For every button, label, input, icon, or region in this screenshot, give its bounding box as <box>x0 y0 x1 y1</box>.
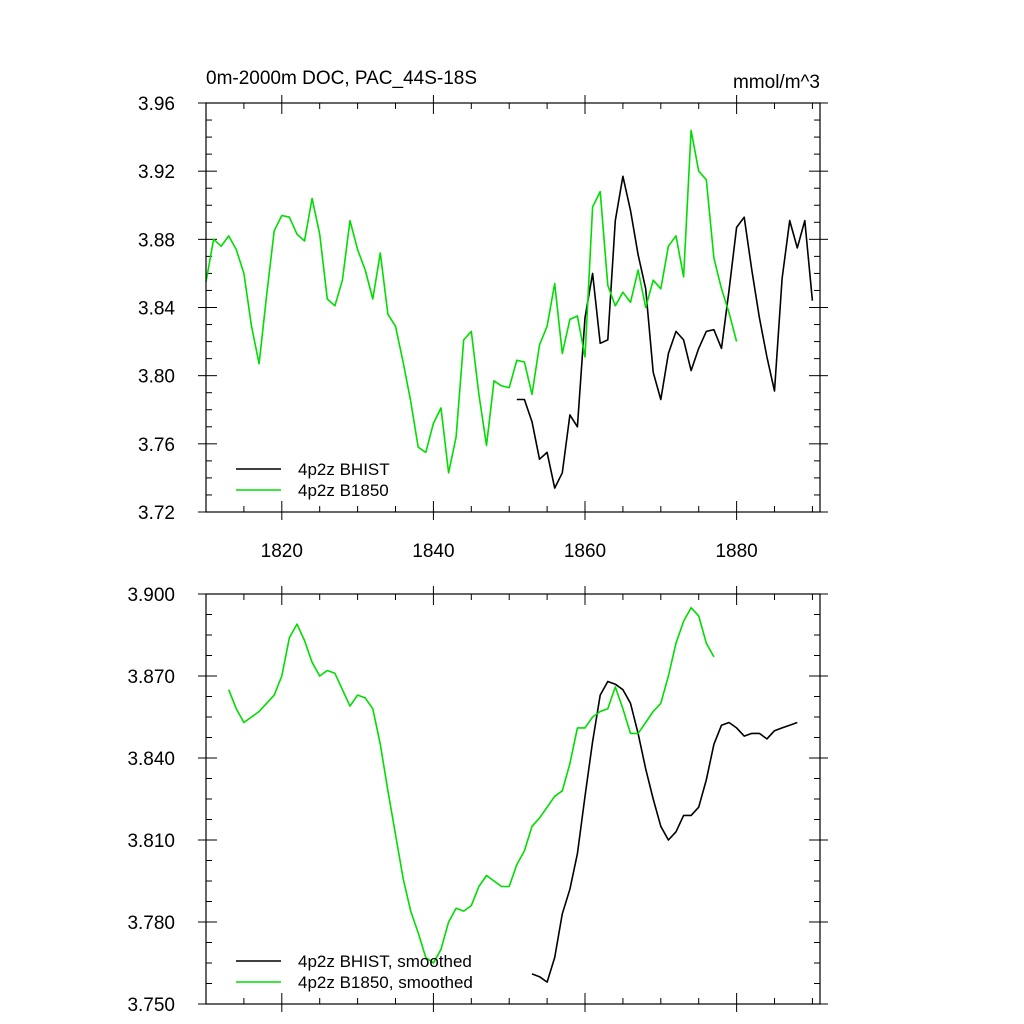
top-series-lines <box>205 129 814 489</box>
series-line-b1850 <box>205 129 738 474</box>
top-legend: 4p2z BHIST 4p2z B1850 <box>236 460 390 500</box>
x-tick-label: 1820 <box>261 541 303 562</box>
y-tick-label: 3.96 <box>138 94 175 115</box>
series-line-bhist <box>516 175 814 489</box>
x-tick-label: 1860 <box>564 541 606 562</box>
y-tick-label: 3.900 <box>127 585 175 606</box>
x-tick-label: 1880 <box>715 541 757 562</box>
series-line-b1850-smoothed <box>227 606 715 964</box>
bottom-chart-panel: 3.750 3.780 3.810 3.840 3.870 3.900 4p2z BHIS… <box>127 585 828 1016</box>
chart-title: 0m-2000m DOC, PAC_44S-18S <box>206 68 477 89</box>
y-tick-label: 3.80 <box>138 367 175 388</box>
y-tick-label: 3.780 <box>127 913 175 934</box>
series-line-bhist-smoothed <box>531 680 798 983</box>
top-axis-ticks: 1820 1840 1860 1880 3.72 3.76 3.80 3.84 3.88 3.92… <box>138 94 828 562</box>
bottom-axis-ticks: 3.750 3.780 3.810 3.840 3.870 3.900 <box>127 585 828 1016</box>
y-tick-label: 3.92 <box>138 162 175 183</box>
bottom-legend: 4p2z BHIST, smoothed 4p2z B1850, smoothe… <box>236 952 473 992</box>
top-chart-panel: 0m-2000m DOC, PAC_44S-18S mmol/m^3 1820 1… <box>138 68 828 562</box>
top-plot-frame <box>205 102 821 513</box>
legend-label-b1850: 4p2z B1850 <box>298 481 389 500</box>
legend-label-bhist: 4p2z BHIST <box>298 460 390 479</box>
y-tick-label: 3.76 <box>138 435 175 456</box>
y-tick-label: 3.810 <box>127 831 175 852</box>
legend-label-b1850-smoothed: 4p2z B1850, smoothed <box>298 973 473 992</box>
y-tick-label: 3.750 <box>127 995 175 1016</box>
y-tick-label: 3.840 <box>127 749 175 770</box>
y-tick-label: 3.72 <box>138 503 175 524</box>
bottom-plot-frame <box>205 593 821 1005</box>
y-tick-label: 3.84 <box>138 299 175 320</box>
legend-label-bhist-smoothed: 4p2z BHIST, smoothed <box>298 952 472 971</box>
y-tick-label: 3.870 <box>127 667 175 688</box>
bottom-series-lines <box>227 606 798 983</box>
units-label: mmol/m^3 <box>733 72 820 93</box>
x-tick-label: 1840 <box>412 541 454 562</box>
y-tick-label: 3.88 <box>138 230 175 251</box>
